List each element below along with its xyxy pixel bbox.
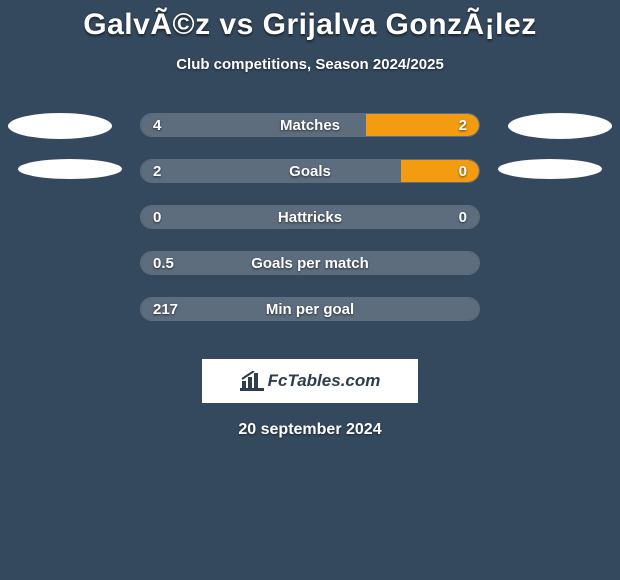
date-text: 20 september 2024 [0, 421, 620, 439]
stat-row-min-per-goal: 217 Min per goal [0, 297, 620, 343]
stat-row-matches: 4 Matches 2 [0, 113, 620, 159]
bar-track: 2 Goals 0 [140, 159, 480, 183]
avatar-left [18, 159, 122, 179]
bar-left [141, 298, 479, 320]
bar-left [141, 160, 401, 182]
stat-row-goals: 2 Goals 0 [0, 159, 620, 205]
bar-left [141, 206, 479, 228]
page-subtitle: Club competitions, Season 2024/2025 [0, 56, 620, 73]
logo-text: FcTables.com [268, 371, 381, 391]
bar-right [401, 160, 479, 182]
bar-track: 0.5 Goals per match [140, 251, 480, 275]
value-left: 2 [153, 160, 161, 183]
bar-track: 4 Matches 2 [140, 113, 480, 137]
avatar-right [508, 113, 612, 139]
bar-left [141, 252, 479, 274]
bar-chart-icon [240, 371, 264, 391]
page-title: GalvÃ©z vs Grijalva GonzÃ¡lez [0, 8, 620, 42]
value-left: 4 [153, 114, 161, 137]
value-right: 0 [459, 206, 467, 229]
logo-box[interactable]: FcTables.com [202, 359, 418, 403]
bar-track: 217 Min per goal [140, 297, 480, 321]
avatar-right [498, 159, 602, 179]
value-right: 0 [459, 160, 467, 183]
value-right: 2 [459, 114, 467, 137]
stat-row-goals-per-match: 0.5 Goals per match [0, 251, 620, 297]
value-left: 0.5 [153, 252, 174, 275]
comparison-card: GalvÃ©z vs Grijalva GonzÃ¡lez Club compe… [0, 0, 620, 439]
stat-row-hattricks: 0 Hattricks 0 [0, 205, 620, 251]
value-left: 0 [153, 206, 161, 229]
bar-left [141, 114, 366, 136]
value-left: 217 [153, 298, 178, 321]
bar-track: 0 Hattricks 0 [140, 205, 480, 229]
avatar-left [8, 113, 112, 139]
